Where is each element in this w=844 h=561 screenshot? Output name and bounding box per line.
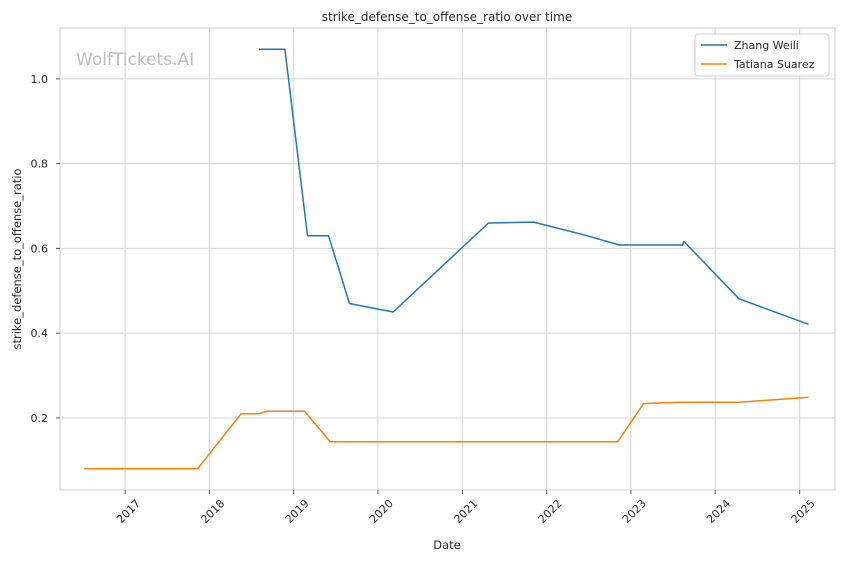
x-tick-label: 2025	[789, 497, 818, 526]
plot-area	[59, 27, 836, 491]
y-tick-label: 0.2	[31, 412, 49, 425]
x-tick-label: 2017	[114, 497, 143, 526]
y-axis-title: strike_defense_to_offense_ratio	[10, 168, 24, 349]
x-tick-label: 2021	[451, 497, 480, 526]
grid	[60, 28, 835, 490]
x-tick-label: 2024	[704, 497, 733, 526]
series-lines	[84, 48, 809, 470]
y-axis-ticks: 0.2 0.4 0.6 0.8 1.0	[31, 73, 60, 425]
x-tick-label: 2018	[198, 497, 227, 526]
series-line-zhang-weili	[259, 48, 809, 326]
legend-box	[694, 33, 830, 77]
watermark-text: WolfTickets.AI	[76, 50, 194, 70]
y-tick-label: 1.0	[31, 73, 49, 86]
x-axis-title: Date	[433, 538, 461, 552]
x-tick-label: 2022	[536, 497, 565, 526]
x-tick-label: 2023	[620, 497, 649, 526]
y-tick-label: 0.8	[31, 158, 49, 171]
x-axis-ticks: 2017 2018 2019 2020 2021 2022 2023 2024 2025	[114, 490, 818, 526]
legend-label: Zhang Weili	[734, 39, 799, 52]
y-tick-label: 0.6	[31, 242, 49, 255]
series-line-tatiana-suarez	[84, 396, 809, 470]
chart-title: strike_defense_to_offense_ratio over tim…	[322, 10, 572, 24]
x-tick-label: 2019	[283, 497, 312, 526]
x-tick-label: 2020	[367, 497, 396, 526]
legend: Zhang Weili Tatiana Suarez	[694, 33, 830, 77]
y-tick-label: 0.4	[31, 327, 49, 340]
legend-label: Tatiana Suarez	[733, 58, 815, 71]
